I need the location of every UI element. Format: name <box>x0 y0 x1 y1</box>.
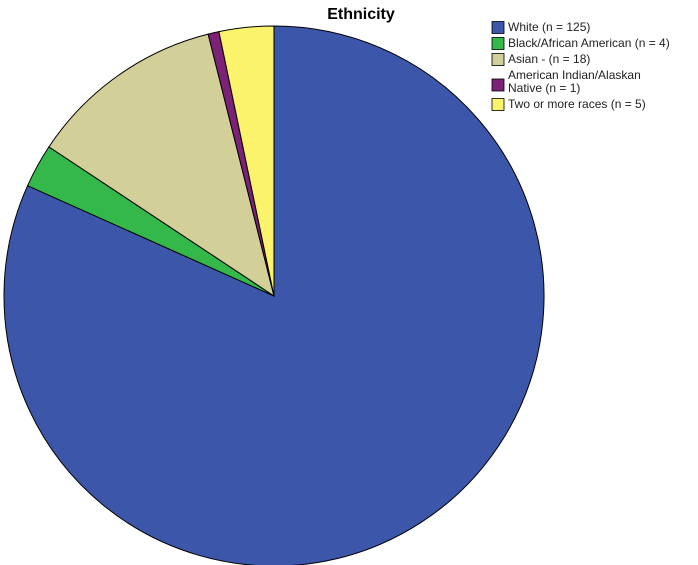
legend-label-3: American Indian/Alaskan Native (n = 1) <box>508 68 641 95</box>
legend: White (n = 125) Black/African American (n… <box>491 20 670 111</box>
legend-label-0: White (n = 125) <box>508 20 590 34</box>
legend-swatch-0 <box>491 21 505 34</box>
legend-swatch-4 <box>491 98 505 111</box>
legend-swatch-2 <box>491 53 505 66</box>
pie-slice-2 <box>48 33 275 298</box>
legend-label-2: Asian - (n = 18) <box>508 52 590 66</box>
chart-title: Ethnicity <box>327 6 395 23</box>
legend-label-1: Black/African American (n = 4) <box>508 36 670 50</box>
pie-slice-4 <box>218 25 275 297</box>
legend-swatch-3 <box>491 78 505 92</box>
legend-swatch-1 <box>491 37 505 50</box>
legend-label-4: Two or more races (n = 5) <box>508 97 646 111</box>
pie-slices <box>3 25 545 565</box>
